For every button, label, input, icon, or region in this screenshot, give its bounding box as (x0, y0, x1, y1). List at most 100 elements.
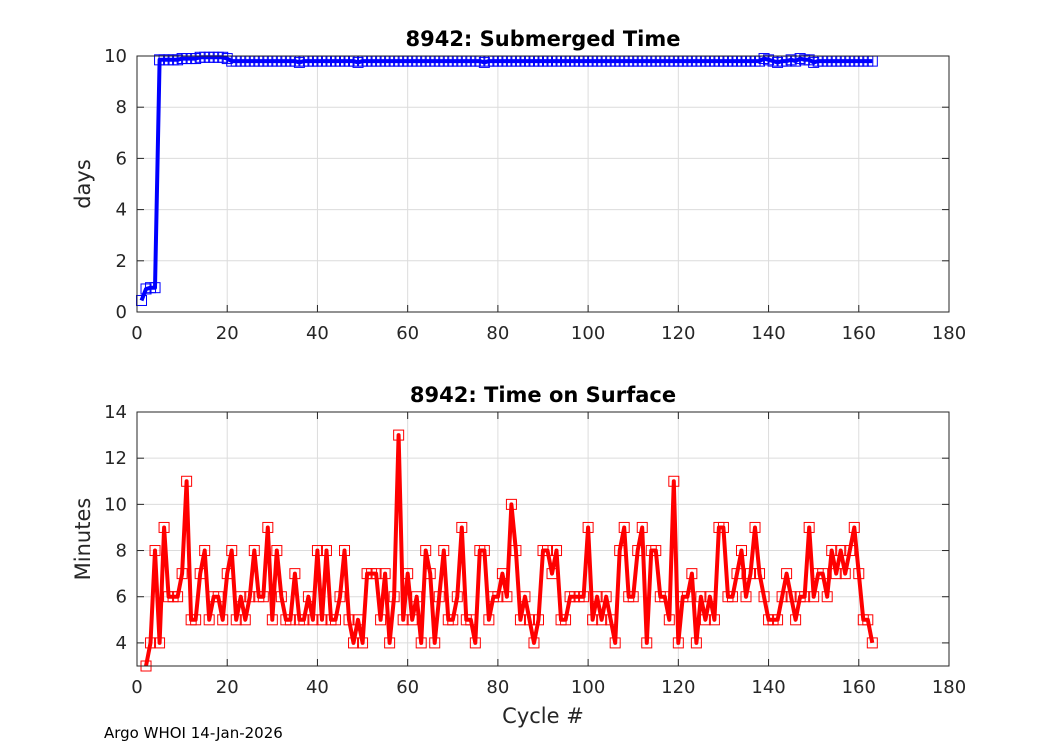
data-point (853, 568, 865, 580)
data-point (866, 637, 878, 649)
y-tick-label: 4 (116, 633, 127, 654)
data-point (740, 591, 752, 603)
data-point (817, 568, 829, 580)
data-point (519, 591, 531, 603)
data-point (803, 521, 815, 533)
data-point (663, 614, 675, 626)
data-point (239, 614, 251, 626)
data-point (235, 591, 247, 603)
surface-time-chart: 0 20 40 60 80 100 120 140 160 180 4 6 8 10 12 14 8942: … (71, 383, 966, 728)
data-point (636, 521, 648, 533)
data-point (681, 591, 693, 603)
data-point (839, 568, 851, 580)
data-point (411, 591, 423, 603)
data-point (149, 545, 161, 557)
x-tick-label: 0 (131, 677, 142, 698)
data-point (465, 614, 477, 626)
data-point (221, 568, 233, 580)
y-tick-label: 6 (116, 148, 127, 169)
data-point (627, 591, 639, 603)
y-tick-label: 6 (116, 587, 127, 608)
data-point (745, 568, 757, 580)
submerged-time-chart: 0 20 40 60 80 100 120 140 160 180 0 2 4 6 8 10 8942: Su… (71, 27, 966, 344)
data-point (451, 591, 463, 603)
data-point (587, 614, 599, 626)
data-point (510, 545, 522, 557)
data-point (433, 591, 445, 603)
y-tick-label: 14 (104, 402, 127, 423)
data-point (609, 637, 621, 649)
data-point (172, 591, 184, 603)
data-point (212, 591, 224, 603)
data-point (614, 545, 626, 557)
data-point (244, 591, 256, 603)
data-point (379, 568, 391, 580)
axes-box (136, 55, 950, 313)
data-point (501, 591, 513, 603)
y-tick-label: 0 (116, 302, 127, 323)
y-axis-label: days (71, 159, 95, 209)
data-point (311, 545, 323, 557)
data-point (578, 591, 590, 603)
data-point (307, 614, 319, 626)
data-point (523, 614, 535, 626)
data-point (343, 614, 355, 626)
data-point (772, 614, 784, 626)
y-tick-label: 8 (116, 541, 127, 562)
data-point (505, 498, 517, 510)
x-tick-label: 40 (306, 677, 329, 698)
data-point (650, 545, 662, 557)
data-point (659, 591, 671, 603)
data-point (596, 614, 608, 626)
x-tick-label: 160 (842, 677, 876, 698)
x-tick-label: 140 (751, 323, 785, 344)
y-axis-label: Minutes (71, 498, 95, 581)
data-point (275, 591, 287, 603)
data-point (826, 545, 838, 557)
data-point (469, 637, 481, 649)
x-tick-label: 180 (932, 677, 966, 698)
data-point (591, 591, 603, 603)
x-tick-label: 120 (661, 677, 695, 698)
series (140, 429, 878, 672)
x-axis-label: Cycle # (502, 704, 584, 728)
data-point (415, 637, 427, 649)
data-point (821, 591, 833, 603)
data-point (478, 545, 490, 557)
data-point (735, 545, 747, 557)
ticks: 0 20 40 60 80 100 120 140 160 180 0 2 4 6 8 10 (104, 46, 966, 344)
data-point (848, 521, 860, 533)
data-point (176, 568, 188, 580)
x-tick-label: 120 (661, 323, 695, 344)
data-point (298, 614, 310, 626)
axes-background (137, 56, 949, 312)
data-point (271, 545, 283, 557)
x-tick-label: 60 (396, 323, 419, 344)
data-point (731, 568, 743, 580)
axes-box (136, 411, 950, 667)
data-point (420, 545, 432, 557)
data-point (348, 637, 360, 649)
x-tick-label: 20 (216, 323, 239, 344)
data-point (284, 614, 296, 626)
data-point (546, 568, 558, 580)
data-point (618, 521, 630, 533)
data-point (632, 545, 644, 557)
data-point (532, 614, 544, 626)
data-point (329, 614, 341, 626)
data-point (808, 591, 820, 603)
data-point (402, 568, 414, 580)
x-tick-label: 20 (216, 677, 239, 698)
data-point (704, 591, 716, 603)
data-point (357, 637, 369, 649)
data-point (758, 591, 770, 603)
y-tick-label: 10 (104, 494, 127, 515)
data-point (717, 521, 729, 533)
data-point (605, 614, 617, 626)
y-tick-label: 10 (104, 46, 127, 67)
ticks: 0 20 40 60 80 100 120 140 160 180 4 6 8 10 12 14 (104, 402, 966, 698)
data-point (226, 545, 238, 557)
data-point (496, 568, 508, 580)
data-point (217, 614, 229, 626)
